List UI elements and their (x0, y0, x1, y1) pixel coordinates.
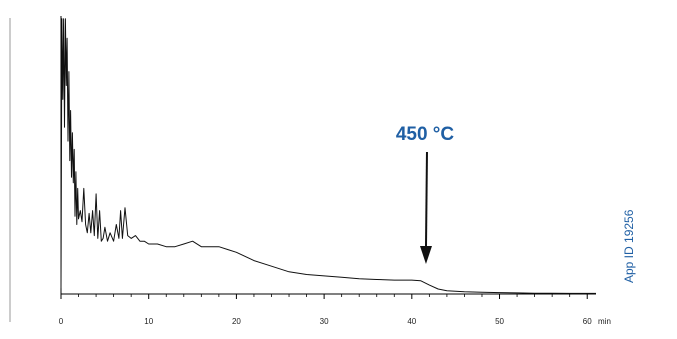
temperature-annotation-label: 450 °C (396, 124, 455, 145)
series-line (60, 18, 596, 294)
annotation-group: 450 °C (396, 124, 455, 264)
x-tick-label: 0 (59, 317, 64, 326)
app-id-label: App ID 19256 (622, 209, 636, 283)
x-axis: 0 10 20 30 40 50 60 min (59, 16, 611, 326)
x-tick-label: 30 (320, 317, 329, 326)
x-tick-label: 10 (144, 317, 153, 326)
annotation-arrow-head (419, 246, 432, 264)
x-tick-label: 20 (232, 317, 241, 326)
x-tick-label: 50 (495, 317, 504, 326)
series-group (60, 18, 596, 294)
x-tick-label: 40 (407, 317, 416, 326)
x-unit-label: min (598, 317, 611, 326)
x-tick-label: 60 (583, 317, 592, 326)
annotation-arrow-shaft (424, 151, 428, 249)
